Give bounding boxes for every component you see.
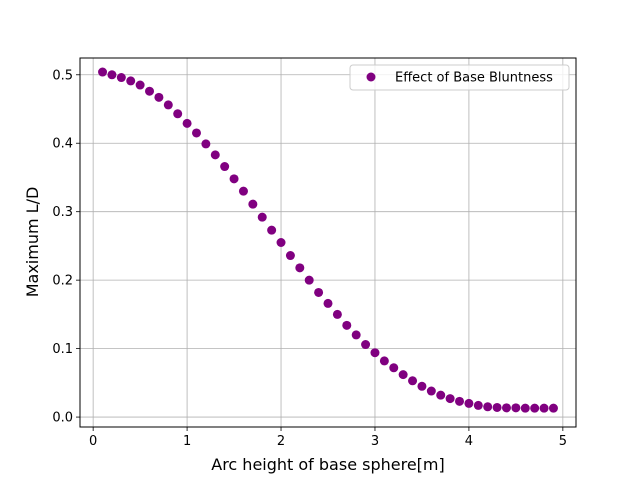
plot-frame (79, 57, 577, 428)
data-point (389, 363, 399, 373)
data-point (455, 396, 465, 406)
legend-box (349, 64, 570, 91)
data-point (248, 199, 258, 209)
legend: Effect of Base Bluntness (349, 64, 570, 91)
data-point (379, 356, 389, 366)
data-point (351, 330, 361, 340)
data-point (417, 381, 427, 391)
data-point (173, 109, 183, 119)
x-tick-label: 0 (89, 434, 97, 449)
x-tick-label: 5 (559, 434, 567, 449)
y-tick-label: 0.5 (52, 68, 73, 83)
y-tick-label: 0.3 (52, 205, 73, 220)
data-point (361, 340, 371, 350)
data-point (398, 370, 408, 380)
y-axis-label: Maximum L/D (23, 187, 42, 298)
data-point (182, 118, 192, 128)
data-point (342, 320, 352, 330)
data-point (539, 403, 549, 413)
data-point (370, 348, 380, 358)
data-point (276, 238, 286, 247)
data-point (295, 263, 305, 273)
data-point (473, 400, 483, 410)
data-point (116, 73, 126, 83)
x-tick-label: 2 (277, 434, 285, 449)
x-tick-label: 1 (183, 434, 191, 449)
x-axis-ticks: 0 1 2 3 4 5 (89, 427, 567, 449)
legend-label: Effect of Base Bluntness (395, 71, 553, 86)
data-point (323, 298, 333, 308)
data-point (492, 402, 502, 412)
data-point (163, 100, 173, 110)
data-point (154, 92, 164, 102)
x-tick-label: 4 (465, 434, 473, 449)
data-point (238, 186, 248, 196)
data-point (511, 403, 521, 413)
data-point (285, 251, 295, 261)
data-point (464, 398, 474, 408)
data-point (191, 128, 201, 138)
data-point (220, 162, 230, 172)
data-point (98, 67, 108, 77)
data-point (530, 403, 540, 413)
data-point (314, 287, 324, 297)
y-tick-label: 0.0 (52, 411, 73, 426)
x-tick-label: 3 (371, 434, 379, 449)
data-point (107, 70, 117, 80)
data-point (426, 386, 436, 396)
y-axis-ticks: 0.0 0.1 0.2 0.3 0.4 0.5 (52, 68, 80, 426)
data-point (135, 80, 145, 90)
data-point (483, 402, 493, 412)
data-point (436, 390, 446, 400)
data-point (501, 403, 511, 413)
data-point (229, 174, 239, 184)
y-tick-label: 0.2 (52, 274, 73, 289)
data-point (126, 76, 136, 86)
data-point (145, 86, 155, 96)
data-point (257, 212, 267, 222)
data-point (408, 376, 418, 386)
data-point (304, 275, 314, 285)
data-point (445, 394, 455, 404)
data-point (520, 403, 530, 413)
data-point (210, 150, 220, 160)
data-point (201, 139, 211, 149)
data-points (98, 67, 558, 413)
x-axis-label: Arc height of base sphere[m] (211, 455, 445, 474)
data-point (332, 309, 342, 319)
y-tick-label: 0.1 (52, 342, 73, 357)
y-tick-label: 0.4 (52, 137, 73, 152)
legend-marker (366, 72, 376, 82)
data-point (548, 403, 558, 413)
data-point (267, 225, 277, 235)
